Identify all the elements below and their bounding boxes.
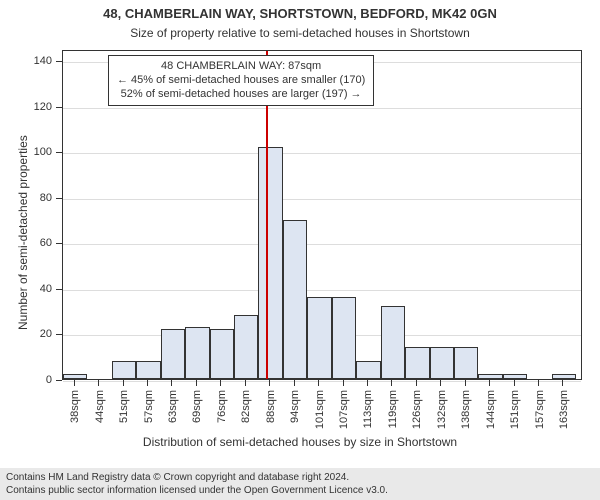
- x-tick: [465, 380, 466, 386]
- histogram-bar: [356, 361, 380, 379]
- histogram-bar: [503, 374, 527, 379]
- x-tick: [147, 380, 148, 386]
- x-axis-label: Distribution of semi-detached houses by …: [0, 435, 600, 449]
- histogram-bar: [136, 361, 160, 379]
- histogram-bar: [307, 297, 331, 379]
- x-tick: [489, 380, 490, 386]
- x-tick-label: 138sqm: [460, 390, 472, 429]
- x-tick: [343, 380, 344, 386]
- x-tick: [318, 380, 319, 386]
- x-tick: [514, 380, 515, 386]
- x-tick-label: 44sqm: [94, 390, 106, 423]
- x-tick: [416, 380, 417, 386]
- gridline: [63, 108, 581, 109]
- x-tick-label: 51sqm: [118, 390, 130, 423]
- x-tick-label: 144sqm: [485, 390, 497, 429]
- y-tick: [56, 380, 62, 381]
- x-tick-label: 126sqm: [411, 390, 423, 429]
- y-tick: [56, 334, 62, 335]
- annotation-box: 48 CHAMBERLAIN WAY: 87sqm← 45% of semi-d…: [108, 55, 374, 106]
- histogram-bar: [381, 306, 405, 379]
- x-tick-label: 107sqm: [338, 390, 350, 429]
- gridline: [63, 153, 581, 154]
- y-tick: [56, 61, 62, 62]
- x-tick-label: 38sqm: [69, 390, 81, 423]
- x-tick-label: 69sqm: [191, 390, 203, 423]
- x-tick: [245, 380, 246, 386]
- y-tick: [56, 152, 62, 153]
- y-tick: [56, 198, 62, 199]
- gridline: [63, 290, 581, 291]
- y-tick-label: 0: [0, 374, 52, 386]
- y-tick: [56, 107, 62, 108]
- x-tick-label: 57sqm: [143, 390, 155, 423]
- histogram-bar: [112, 361, 136, 379]
- footer-line: Contains HM Land Registry data © Crown c…: [6, 471, 594, 484]
- x-tick-label: 101sqm: [314, 390, 326, 429]
- x-tick-label: 132sqm: [436, 390, 448, 429]
- y-tick-label: 40: [0, 283, 52, 295]
- x-tick-label: 82sqm: [240, 390, 252, 423]
- gridline: [63, 199, 581, 200]
- histogram-bar: [258, 147, 282, 379]
- histogram-bar: [552, 374, 576, 379]
- x-tick: [98, 380, 99, 386]
- x-tick: [123, 380, 124, 386]
- histogram-bar: [283, 220, 307, 379]
- x-tick: [74, 380, 75, 386]
- x-tick-label: 151sqm: [509, 390, 521, 429]
- x-tick: [562, 380, 563, 386]
- histogram-bar: [454, 347, 478, 379]
- y-tick: [56, 243, 62, 244]
- x-tick-label: 63sqm: [167, 390, 179, 423]
- y-tick-label: 120: [0, 101, 52, 113]
- gridline: [63, 381, 581, 382]
- x-tick-label: 113sqm: [362, 390, 374, 428]
- x-tick: [269, 380, 270, 386]
- page-subtitle: Size of property relative to semi-detach…: [0, 26, 600, 40]
- y-tick-label: 20: [0, 328, 52, 340]
- footer-attribution: Contains HM Land Registry data © Crown c…: [0, 468, 600, 500]
- x-tick-label: 76sqm: [216, 390, 228, 423]
- x-tick-label: 119sqm: [387, 390, 399, 428]
- x-tick: [367, 380, 368, 386]
- x-tick: [440, 380, 441, 386]
- page-title: 48, CHAMBERLAIN WAY, SHORTSTOWN, BEDFORD…: [0, 6, 600, 21]
- x-tick: [294, 380, 295, 386]
- histogram-bar: [63, 374, 87, 379]
- x-tick-label: 163sqm: [558, 390, 570, 429]
- histogram-bar: [210, 329, 234, 379]
- annotation-line: ← 45% of semi-detached houses are smalle…: [117, 74, 365, 88]
- y-tick-label: 60: [0, 237, 52, 249]
- annotation-line: 52% of semi-detached houses are larger (…: [117, 88, 365, 102]
- histogram-bar: [161, 329, 185, 379]
- x-tick-label: 94sqm: [289, 390, 301, 423]
- y-tick-label: 100: [0, 146, 52, 158]
- x-tick: [391, 380, 392, 386]
- y-tick-label: 80: [0, 192, 52, 204]
- footer-line: Contains public sector information licen…: [6, 484, 594, 497]
- histogram-bar: [430, 347, 454, 379]
- histogram-bar: [185, 327, 209, 379]
- x-tick: [538, 380, 539, 386]
- y-tick-label: 140: [0, 55, 52, 67]
- x-tick-label: 88sqm: [265, 390, 277, 423]
- histogram-bar: [234, 315, 258, 379]
- x-tick-label: 157sqm: [534, 390, 546, 429]
- y-tick: [56, 289, 62, 290]
- annotation-line: 48 CHAMBERLAIN WAY: 87sqm: [117, 60, 365, 74]
- histogram-bar: [405, 347, 429, 379]
- gridline: [63, 244, 581, 245]
- histogram-bar: [332, 297, 356, 379]
- histogram-bar: [478, 374, 502, 379]
- x-tick: [196, 380, 197, 386]
- x-tick: [220, 380, 221, 386]
- x-tick: [171, 380, 172, 386]
- y-axis-label: Number of semi-detached properties: [16, 135, 30, 330]
